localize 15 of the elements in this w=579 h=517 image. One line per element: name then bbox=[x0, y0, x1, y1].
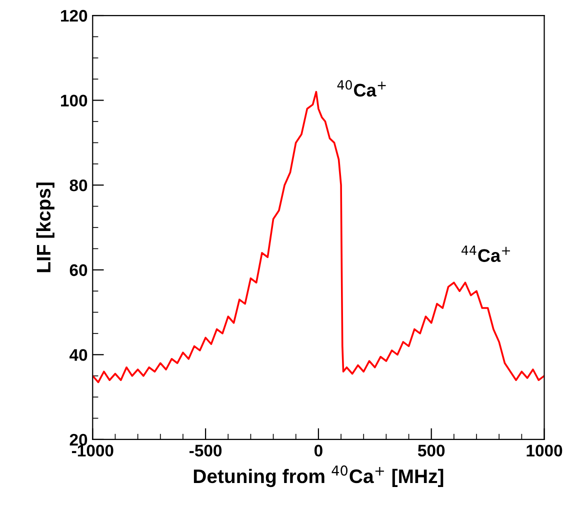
x-tick-label: 0 bbox=[314, 444, 322, 457]
x-axis-title: Detuning from $^{40}$Ca$^{+}$ [MHz] bbox=[194, 465, 444, 488]
x-tick-label: 1000 bbox=[526, 444, 562, 457]
x-tick-label: 500 bbox=[418, 444, 445, 457]
y-tick-label: 100 bbox=[61, 94, 88, 106]
y-tick-label: 60 bbox=[70, 264, 88, 276]
annotation: $^{40}$Ca$^{+}$ bbox=[337, 80, 386, 97]
y-tick-label: 40 bbox=[69, 349, 88, 361]
annotation: $^{44}$Ca$^{+}$ bbox=[462, 246, 510, 262]
y-tick-label: 20 bbox=[70, 434, 88, 446]
x-tick-label: -500 bbox=[190, 444, 222, 457]
y-tick-label: 80 bbox=[70, 179, 88, 192]
y-axis-title: LIF [kcps] bbox=[36, 182, 54, 272]
x-tick-label: -1000 bbox=[72, 444, 114, 457]
y-tick-label: 120 bbox=[61, 10, 88, 22]
